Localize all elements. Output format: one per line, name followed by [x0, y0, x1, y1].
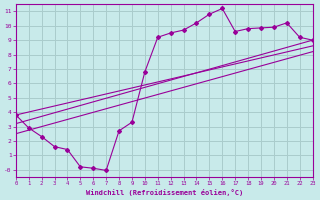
X-axis label: Windchill (Refroidissement éolien,°C): Windchill (Refroidissement éolien,°C) — [85, 189, 243, 196]
